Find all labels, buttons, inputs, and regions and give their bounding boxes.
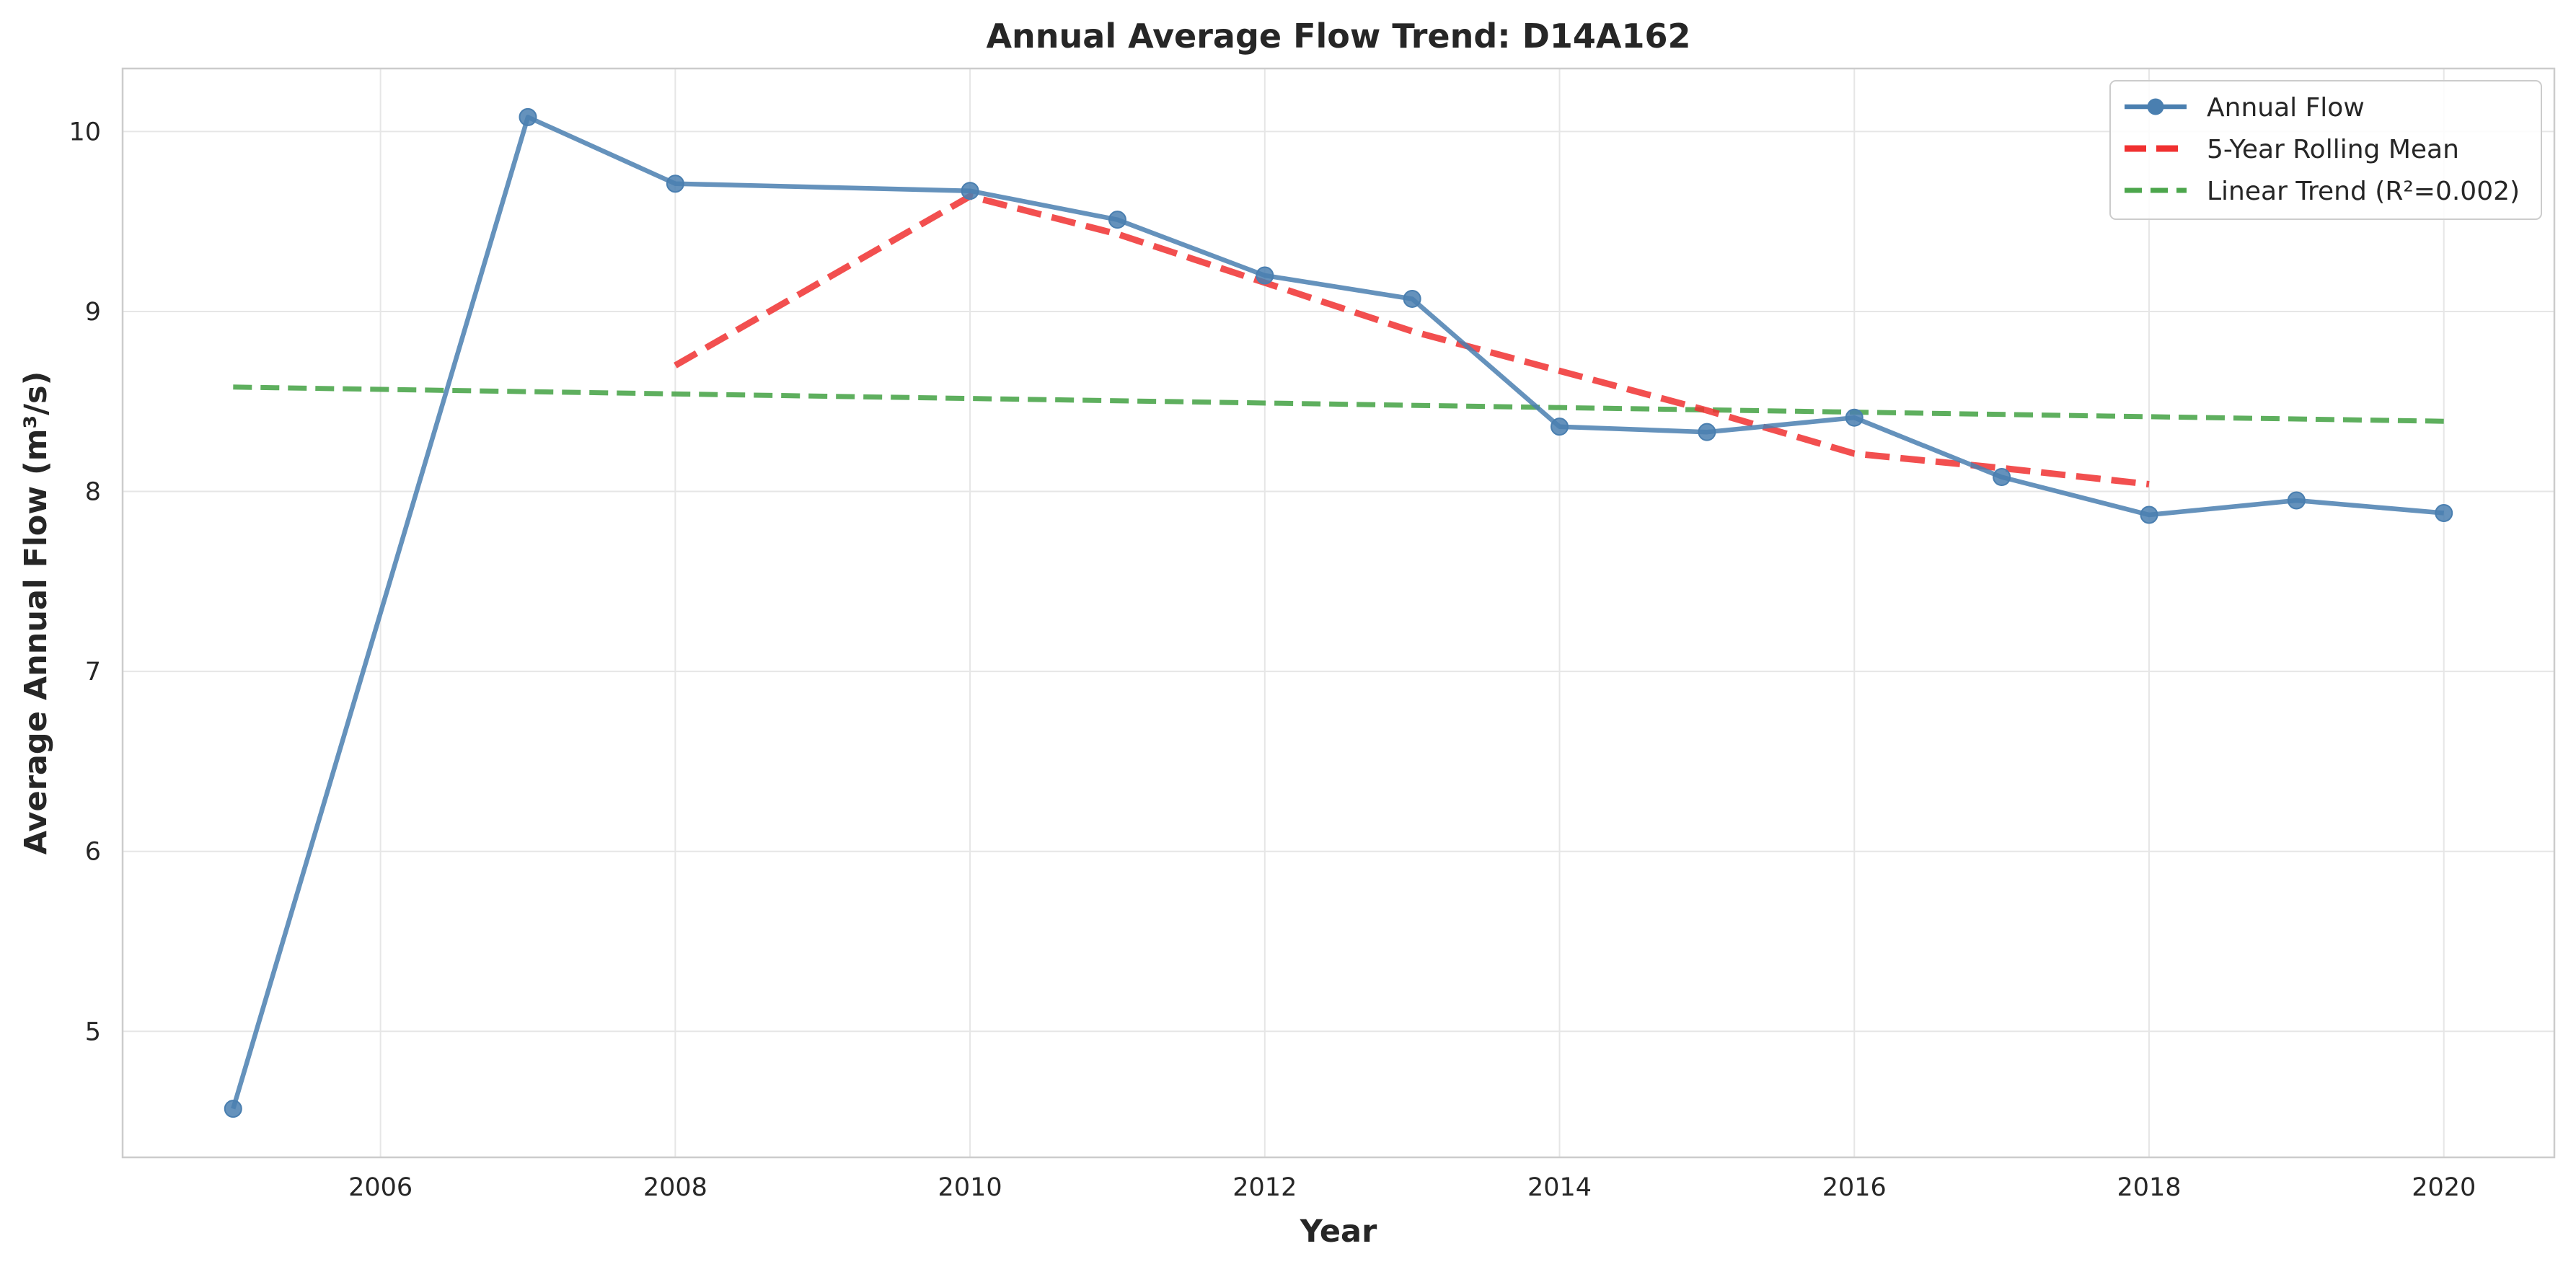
series-layer — [224, 107, 2453, 1118]
x-tick-label: 2006 — [348, 1173, 413, 1202]
data-point-marker — [2287, 491, 2306, 510]
legend: Annual Flow 5-Year Rolling Mean Linear Tre… — [2109, 80, 2542, 220]
y-tick-label: 6 — [85, 838, 101, 867]
y-tick-label: 7 — [85, 658, 101, 686]
data-point-marker — [1551, 418, 1569, 436]
data-point-marker — [224, 1100, 242, 1118]
y-tick-label: 10 — [69, 118, 101, 146]
y-tick-label: 8 — [85, 478, 101, 507]
series-line — [674, 193, 2150, 487]
legend-label: Linear Trend (R²=0.002) — [2207, 177, 2520, 206]
data-point-marker — [2435, 503, 2453, 522]
data-point-marker — [666, 175, 684, 193]
y-tick-label: 5 — [85, 1017, 101, 1046]
x-tick-label: 2012 — [1232, 1173, 1297, 1202]
legend-label: 5-Year Rolling Mean — [2207, 135, 2459, 164]
x-axis-label: Year — [1300, 1214, 1377, 1250]
series-line — [231, 115, 2444, 1110]
data-point-marker — [1403, 289, 1421, 308]
data-point-marker — [1845, 408, 1863, 427]
x-tick-labels: 2006 2008 2010 2012 2014 2016 2018 2020 — [348, 1173, 2476, 1202]
legend-box — [2109, 80, 2542, 220]
series-line — [233, 384, 2444, 424]
data-point-marker — [1993, 468, 2011, 487]
data-point-marker — [961, 182, 979, 200]
legend-entries: Annual Flow 5-Year Rolling Mean Linear Tre… — [2125, 93, 2520, 206]
y-axis-label: Average Annual Flow (m³/s) — [18, 371, 54, 855]
x-tick-label: 2020 — [2412, 1173, 2476, 1202]
x-tick-label: 2010 — [938, 1173, 1002, 1202]
data-point-marker — [1256, 266, 1274, 285]
legend-marker — [2147, 98, 2164, 115]
data-point-marker — [1698, 423, 1716, 441]
legend-label: Annual Flow — [2207, 93, 2365, 123]
x-tick-label: 2008 — [643, 1173, 707, 1202]
chart-title: Annual Average Flow Trend: D14A162 — [986, 17, 1690, 56]
grid-lines — [123, 69, 2554, 1157]
plot-frame — [121, 67, 2556, 1159]
data-point-marker — [2140, 505, 2158, 524]
x-tick-label: 2018 — [2117, 1173, 2181, 1202]
y-tick-label: 9 — [85, 298, 101, 327]
data-point-marker — [519, 107, 537, 126]
x-tick-label: 2016 — [1822, 1173, 1887, 1202]
data-point-marker — [1108, 211, 1126, 229]
x-tick-label: 2014 — [1527, 1173, 1592, 1202]
y-tick-labels: 5 6 7 8 9 10 — [69, 118, 101, 1046]
